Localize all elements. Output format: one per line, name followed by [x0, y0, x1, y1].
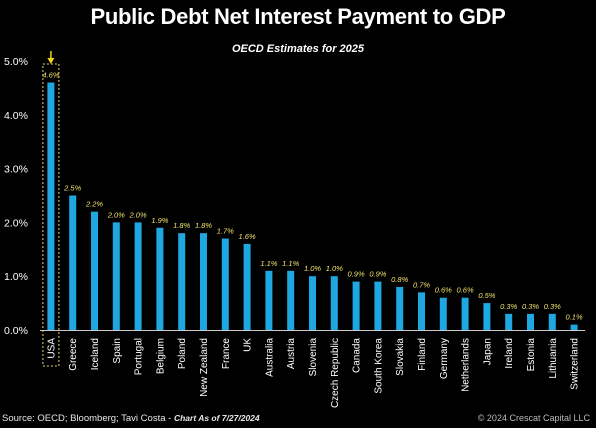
bar-netherlands — [461, 297, 469, 330]
data-label-new-zealand: 1.8% — [195, 221, 212, 230]
bar-switzerland — [570, 324, 578, 330]
bar-germany — [439, 297, 447, 330]
x-tick-label-austria: Austria — [286, 338, 297, 370]
data-label-iceland: 2.2% — [85, 200, 103, 209]
bar-belgium — [156, 227, 164, 330]
chart-subtitle: OECD Estimates for 2025 — [231, 43, 365, 55]
x-tick-label-greece: Greece — [68, 338, 79, 371]
x-tick-label-australia: Australia — [264, 338, 275, 377]
bar-portugal — [134, 222, 142, 330]
bar-uk — [243, 243, 251, 330]
x-tick-label-new-zealand: New Zealand — [199, 338, 210, 397]
data-label-canada: 0.9% — [348, 270, 365, 279]
bar-usa — [47, 82, 55, 331]
y-tick-label: 2.0% — [4, 217, 28, 229]
bar-slovenia — [309, 276, 316, 330]
y-tick-label: 3.0% — [4, 164, 28, 176]
chart-date: Chart As of 7/27/2024 — [173, 413, 260, 423]
x-tick-label-south-korea: South Korea — [373, 338, 384, 394]
source-text: Source: OECD; Bloomberg; Tavi Costa - — [2, 413, 174, 424]
bar-france — [221, 238, 229, 330]
y-tick-label: 4.0% — [4, 110, 28, 122]
bar-canada — [352, 281, 360, 330]
bar-australia — [265, 270, 273, 330]
x-tick-label-czech-republic: Czech Republic — [330, 338, 341, 408]
bar-estonia — [527, 313, 534, 330]
data-label-finland: 0.7% — [413, 280, 430, 289]
bar-poland — [178, 233, 186, 330]
data-label-australia: 1.1% — [260, 259, 277, 268]
bar-austria — [287, 270, 295, 330]
bar-iceland — [91, 211, 98, 330]
y-tick-label: 0.0% — [4, 325, 28, 337]
data-label-slovakia: 0.8% — [391, 275, 408, 284]
bar-japan — [483, 303, 491, 330]
x-tick-label-poland: Poland — [177, 338, 188, 369]
x-tick-label-netherlands: Netherlands — [461, 338, 472, 392]
data-label-ireland: 0.3% — [500, 302, 517, 311]
highlight-arrow-head — [47, 58, 55, 64]
data-label-estonia: 0.3% — [522, 302, 539, 311]
data-label-poland: 1.8% — [173, 221, 190, 230]
data-label-netherlands: 0.6% — [457, 286, 474, 295]
x-tick-label-finland: Finland — [417, 338, 428, 371]
x-tick-label-lithuania: Lithuania — [548, 338, 559, 379]
y-tick-label: 5.0% — [4, 56, 28, 68]
bar-finland — [418, 292, 425, 330]
data-label-germany: 0.6% — [435, 286, 452, 295]
data-label-portugal: 2.0% — [129, 210, 147, 219]
bar-lithuania — [548, 313, 556, 330]
bar-ireland — [505, 313, 513, 330]
x-tick-label-switzerland: Switzerland — [570, 338, 581, 390]
x-tick-label-belgium: Belgium — [155, 338, 166, 374]
x-tick-label-france: France — [221, 338, 232, 370]
data-label-uk: 1.6% — [239, 232, 256, 241]
y-tick-label: 1.0% — [4, 271, 28, 283]
x-tick-label-japan: Japan — [482, 338, 493, 365]
data-label-austria: 1.1% — [282, 259, 299, 268]
data-label-lithuania: 0.3% — [544, 302, 561, 311]
x-tick-label-slovakia: Slovakia — [395, 338, 406, 376]
bar-greece — [69, 195, 77, 330]
data-label-czech-republic: 1.0% — [326, 264, 343, 273]
data-label-greece: 2.5% — [63, 184, 81, 193]
data-label-spain: 2.0% — [107, 210, 125, 219]
data-label-switzerland: 0.1% — [566, 313, 583, 322]
x-tick-label-canada: Canada — [352, 338, 363, 373]
copyright-credit: © 2024 Crescat Capital LLC — [477, 413, 590, 423]
data-label-slovenia: 1.0% — [304, 264, 321, 273]
x-tick-label-uk: UK — [243, 338, 254, 352]
x-tick-label-ireland: Ireland — [504, 338, 515, 369]
data-label-france: 1.7% — [217, 227, 234, 236]
x-tick-label-usa: USA — [46, 338, 57, 359]
bar-slovakia — [396, 286, 404, 330]
x-tick-label-estonia: Estonia — [526, 338, 537, 372]
source-note: Source: OECD; Bloomberg; Tavi Costa - Ch… — [2, 413, 260, 424]
chart-title: Public Debt Net Interest Payment to GDP — [90, 4, 506, 29]
x-tick-label-iceland: Iceland — [90, 338, 101, 370]
x-tick-label-spain: Spain — [112, 338, 123, 364]
data-label-japan: 0.5% — [478, 291, 495, 300]
bar-new-zealand — [200, 233, 207, 330]
data-label-south-korea: 0.9% — [369, 270, 386, 279]
x-tick-label-slovenia: Slovenia — [308, 338, 319, 377]
x-tick-label-germany: Germany — [439, 338, 450, 379]
x-tick-label-portugal: Portugal — [134, 338, 145, 375]
bar-spain — [112, 222, 120, 330]
data-label-belgium: 1.9% — [151, 216, 168, 225]
bar-czech-republic — [330, 276, 338, 330]
data-label-usa: 4.6% — [42, 71, 59, 80]
bar-south-korea — [374, 281, 382, 330]
